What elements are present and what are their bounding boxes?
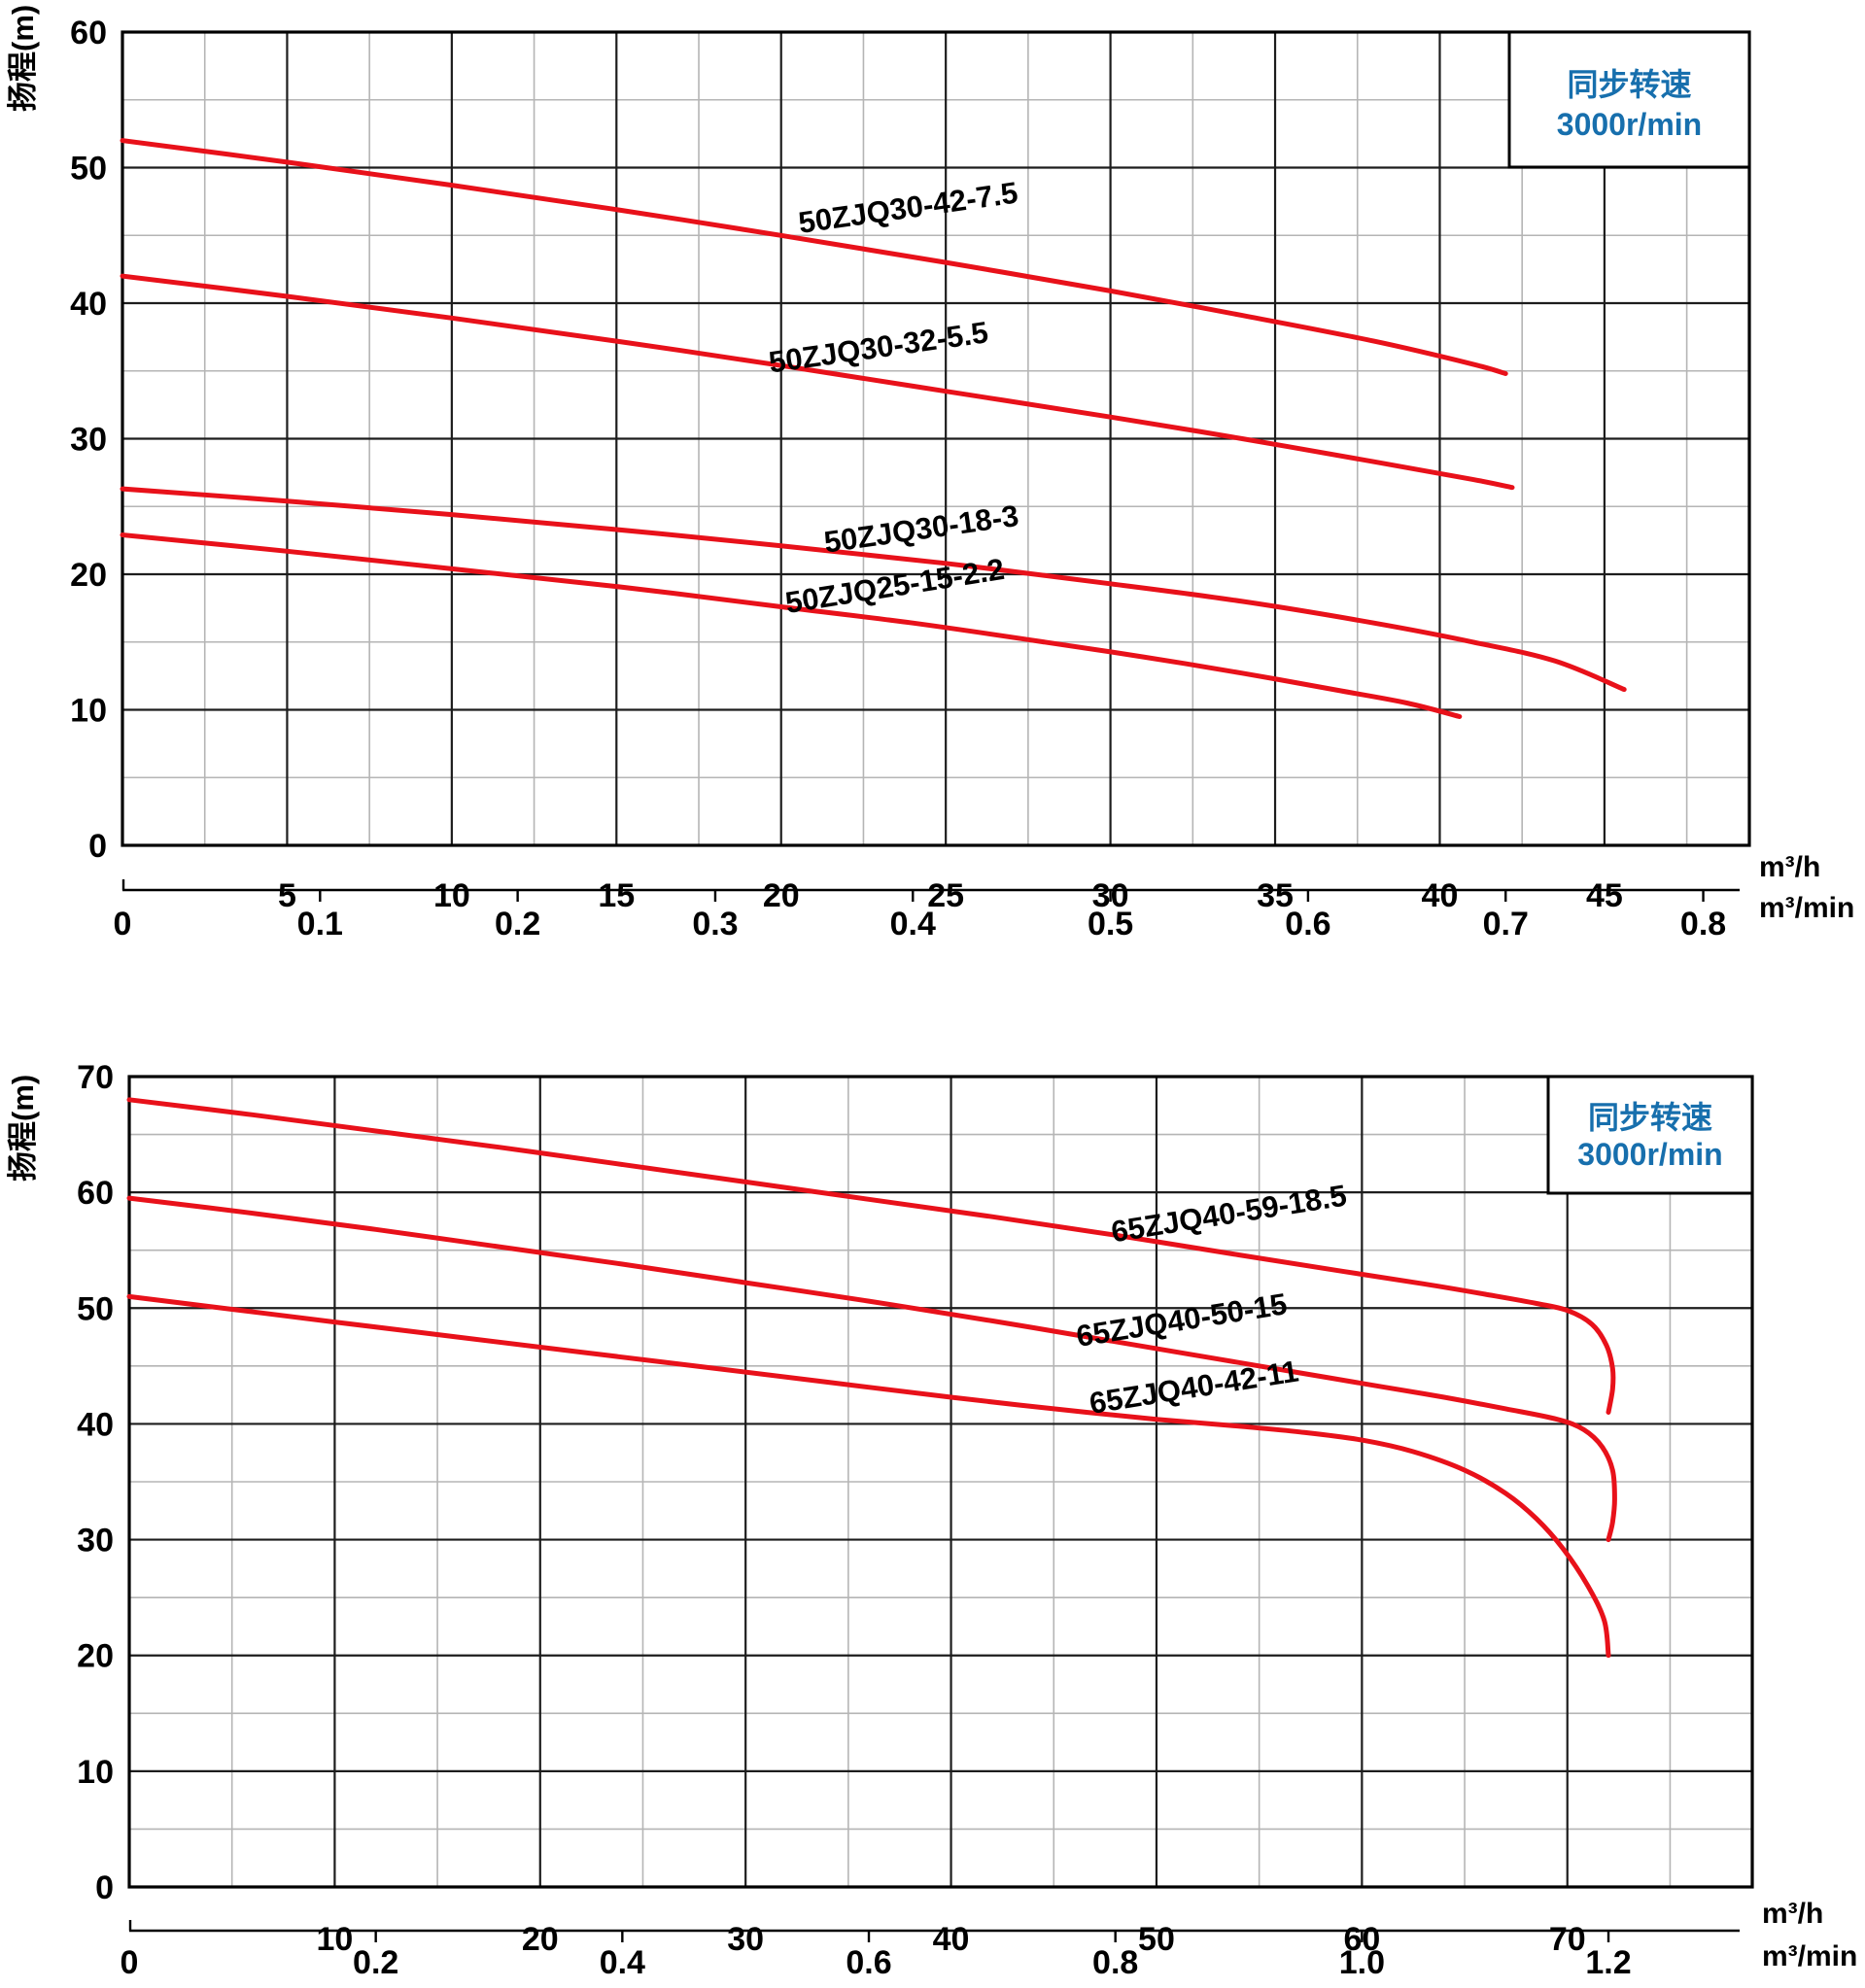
- x-tick-label: 5: [278, 877, 296, 914]
- secondary-tick-label: 0.4: [890, 906, 936, 943]
- y-tick-label: 60: [77, 1175, 114, 1212]
- secondary-tick-label: 0.2: [495, 906, 540, 943]
- x-tick-label: 40: [933, 1921, 970, 1958]
- x-tick-label: 25: [927, 877, 964, 914]
- secondary-tick-label: 0.7: [1483, 906, 1529, 943]
- x-unit-primary-label: m³/h: [1762, 1898, 1823, 1930]
- secondary-tick-label: 0.3: [692, 906, 738, 943]
- secondary-tick-label: 0.4: [600, 1944, 645, 1981]
- pump-curve: [120, 532, 1463, 719]
- y-axis-title: 扬程(m): [6, 5, 40, 112]
- secondary-tick-label: 0.2: [353, 1944, 398, 1981]
- secondary-tick-label: 0.6: [1285, 906, 1330, 943]
- curve-label: 50ZJQ30-42-7.5: [796, 176, 1019, 240]
- x-unit-secondary-label: m³/min: [1759, 892, 1854, 924]
- curve-label: 50ZJQ30-32-5.5: [767, 315, 990, 379]
- pump-curve: [126, 1097, 1616, 1415]
- y-tick-label: 10: [70, 693, 107, 730]
- pump-curve: [120, 273, 1515, 491]
- legend-line-speed-value: 3000r/min: [1577, 1137, 1722, 1172]
- pump-curve: [120, 486, 1627, 693]
- y-tick-label: 60: [70, 15, 107, 51]
- y-tick-label: 0: [95, 1869, 114, 1906]
- y-tick-label: 30: [77, 1523, 114, 1560]
- secondary-tick-label: 0: [121, 1944, 139, 1981]
- secondary-tick-label: 0.1: [297, 906, 343, 943]
- y-tick-label: 70: [77, 1059, 114, 1096]
- y-tick-label: 50: [77, 1290, 114, 1327]
- y-tick-label: 10: [77, 1754, 114, 1791]
- x-tick-label: 10: [433, 877, 470, 914]
- x-tick-label: 20: [763, 877, 800, 914]
- y-tick-label: 20: [77, 1638, 114, 1675]
- x-tick-label: 40: [1422, 877, 1459, 914]
- y-tick-label: 0: [88, 828, 107, 865]
- legend-line-speed-value: 3000r/min: [1557, 107, 1702, 142]
- x-tick-label: 50: [1138, 1921, 1175, 1958]
- legend-box: [1546, 1075, 1754, 1195]
- secondary-tick-label: 0.6: [846, 1944, 891, 1981]
- x-tick-label: 30: [727, 1921, 764, 1958]
- secondary-tick-label: 1.2: [1585, 1944, 1631, 1981]
- curve-label: 65ZJQ40-42-11: [1088, 1354, 1301, 1421]
- curve-label: 65ZJQ40-50-15: [1074, 1286, 1290, 1354]
- y-tick-label: 30: [70, 422, 107, 459]
- y-tick-label: 40: [70, 286, 107, 323]
- x-tick-label: 45: [1586, 877, 1623, 914]
- x-tick-label: 20: [522, 1921, 559, 1958]
- legend-line-speed-title: 同步转速: [1588, 1100, 1712, 1135]
- x-tick-label: 70: [1549, 1921, 1586, 1958]
- y-axis-title: 扬程(m): [6, 1075, 40, 1182]
- pump-curve: [120, 138, 1508, 376]
- x-unit-secondary-label: m³/min: [1762, 1940, 1857, 1972]
- y-tick-label: 20: [70, 557, 107, 594]
- secondary-tick-label: 0.8: [1680, 906, 1726, 943]
- x-unit-primary-label: m³/h: [1759, 851, 1820, 883]
- secondary-tick-label: 0.5: [1088, 906, 1133, 943]
- legend-box: [1507, 30, 1751, 169]
- curve-label: 50ZJQ30-18-3: [822, 498, 1021, 560]
- secondary-tick-label: 0.8: [1092, 1944, 1138, 1981]
- plot-border: [127, 1075, 1754, 1889]
- legend-line-speed-title: 同步转速: [1567, 67, 1691, 102]
- secondary-tick-label: 0: [114, 906, 132, 943]
- plot-border: [121, 30, 1751, 847]
- curve-label: 65ZJQ40-59-18.5: [1109, 1179, 1349, 1250]
- y-tick-label: 50: [70, 151, 107, 188]
- x-tick-label: 15: [598, 877, 635, 914]
- pump-curve: [126, 1293, 1611, 1659]
- y-tick-label: 40: [77, 1406, 114, 1443]
- secondary-tick-label: 1.0: [1339, 1944, 1385, 1981]
- curve-label: 50ZJQ25-15-2.2: [783, 552, 1007, 620]
- pump-curve: [126, 1195, 1617, 1543]
- x-tick-label: 35: [1257, 877, 1294, 914]
- x-tick-label: 10: [316, 1921, 353, 1958]
